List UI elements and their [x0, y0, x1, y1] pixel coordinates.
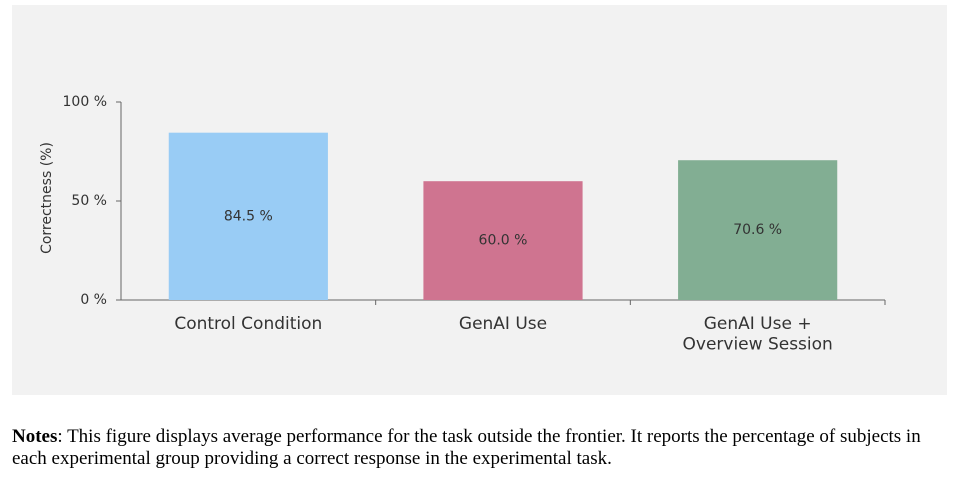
notes: Notes: This figure displays average perf… — [12, 426, 957, 470]
y-tick-label: 0 % — [80, 292, 107, 308]
bar — [678, 160, 838, 300]
bar — [168, 132, 328, 300]
notes-label: Notes — [12, 426, 58, 447]
value-label: 60.0 % — [479, 233, 528, 249]
bar — [423, 181, 583, 300]
x-tick-label: GenAI Use + Overview Session — [683, 314, 833, 354]
x-tick-label: GenAI Use — [459, 314, 547, 334]
value-label: 70.6 % — [733, 222, 782, 238]
y-axis-label: Correctness (%) — [39, 142, 55, 254]
y-tick-label: 100 % — [63, 94, 107, 110]
y-tick-label: 50 % — [71, 193, 107, 209]
notes-text: : This figure displays average performan… — [12, 426, 921, 469]
value-label: 84.5 % — [224, 208, 273, 224]
x-tick-label: Control Condition — [174, 314, 322, 334]
